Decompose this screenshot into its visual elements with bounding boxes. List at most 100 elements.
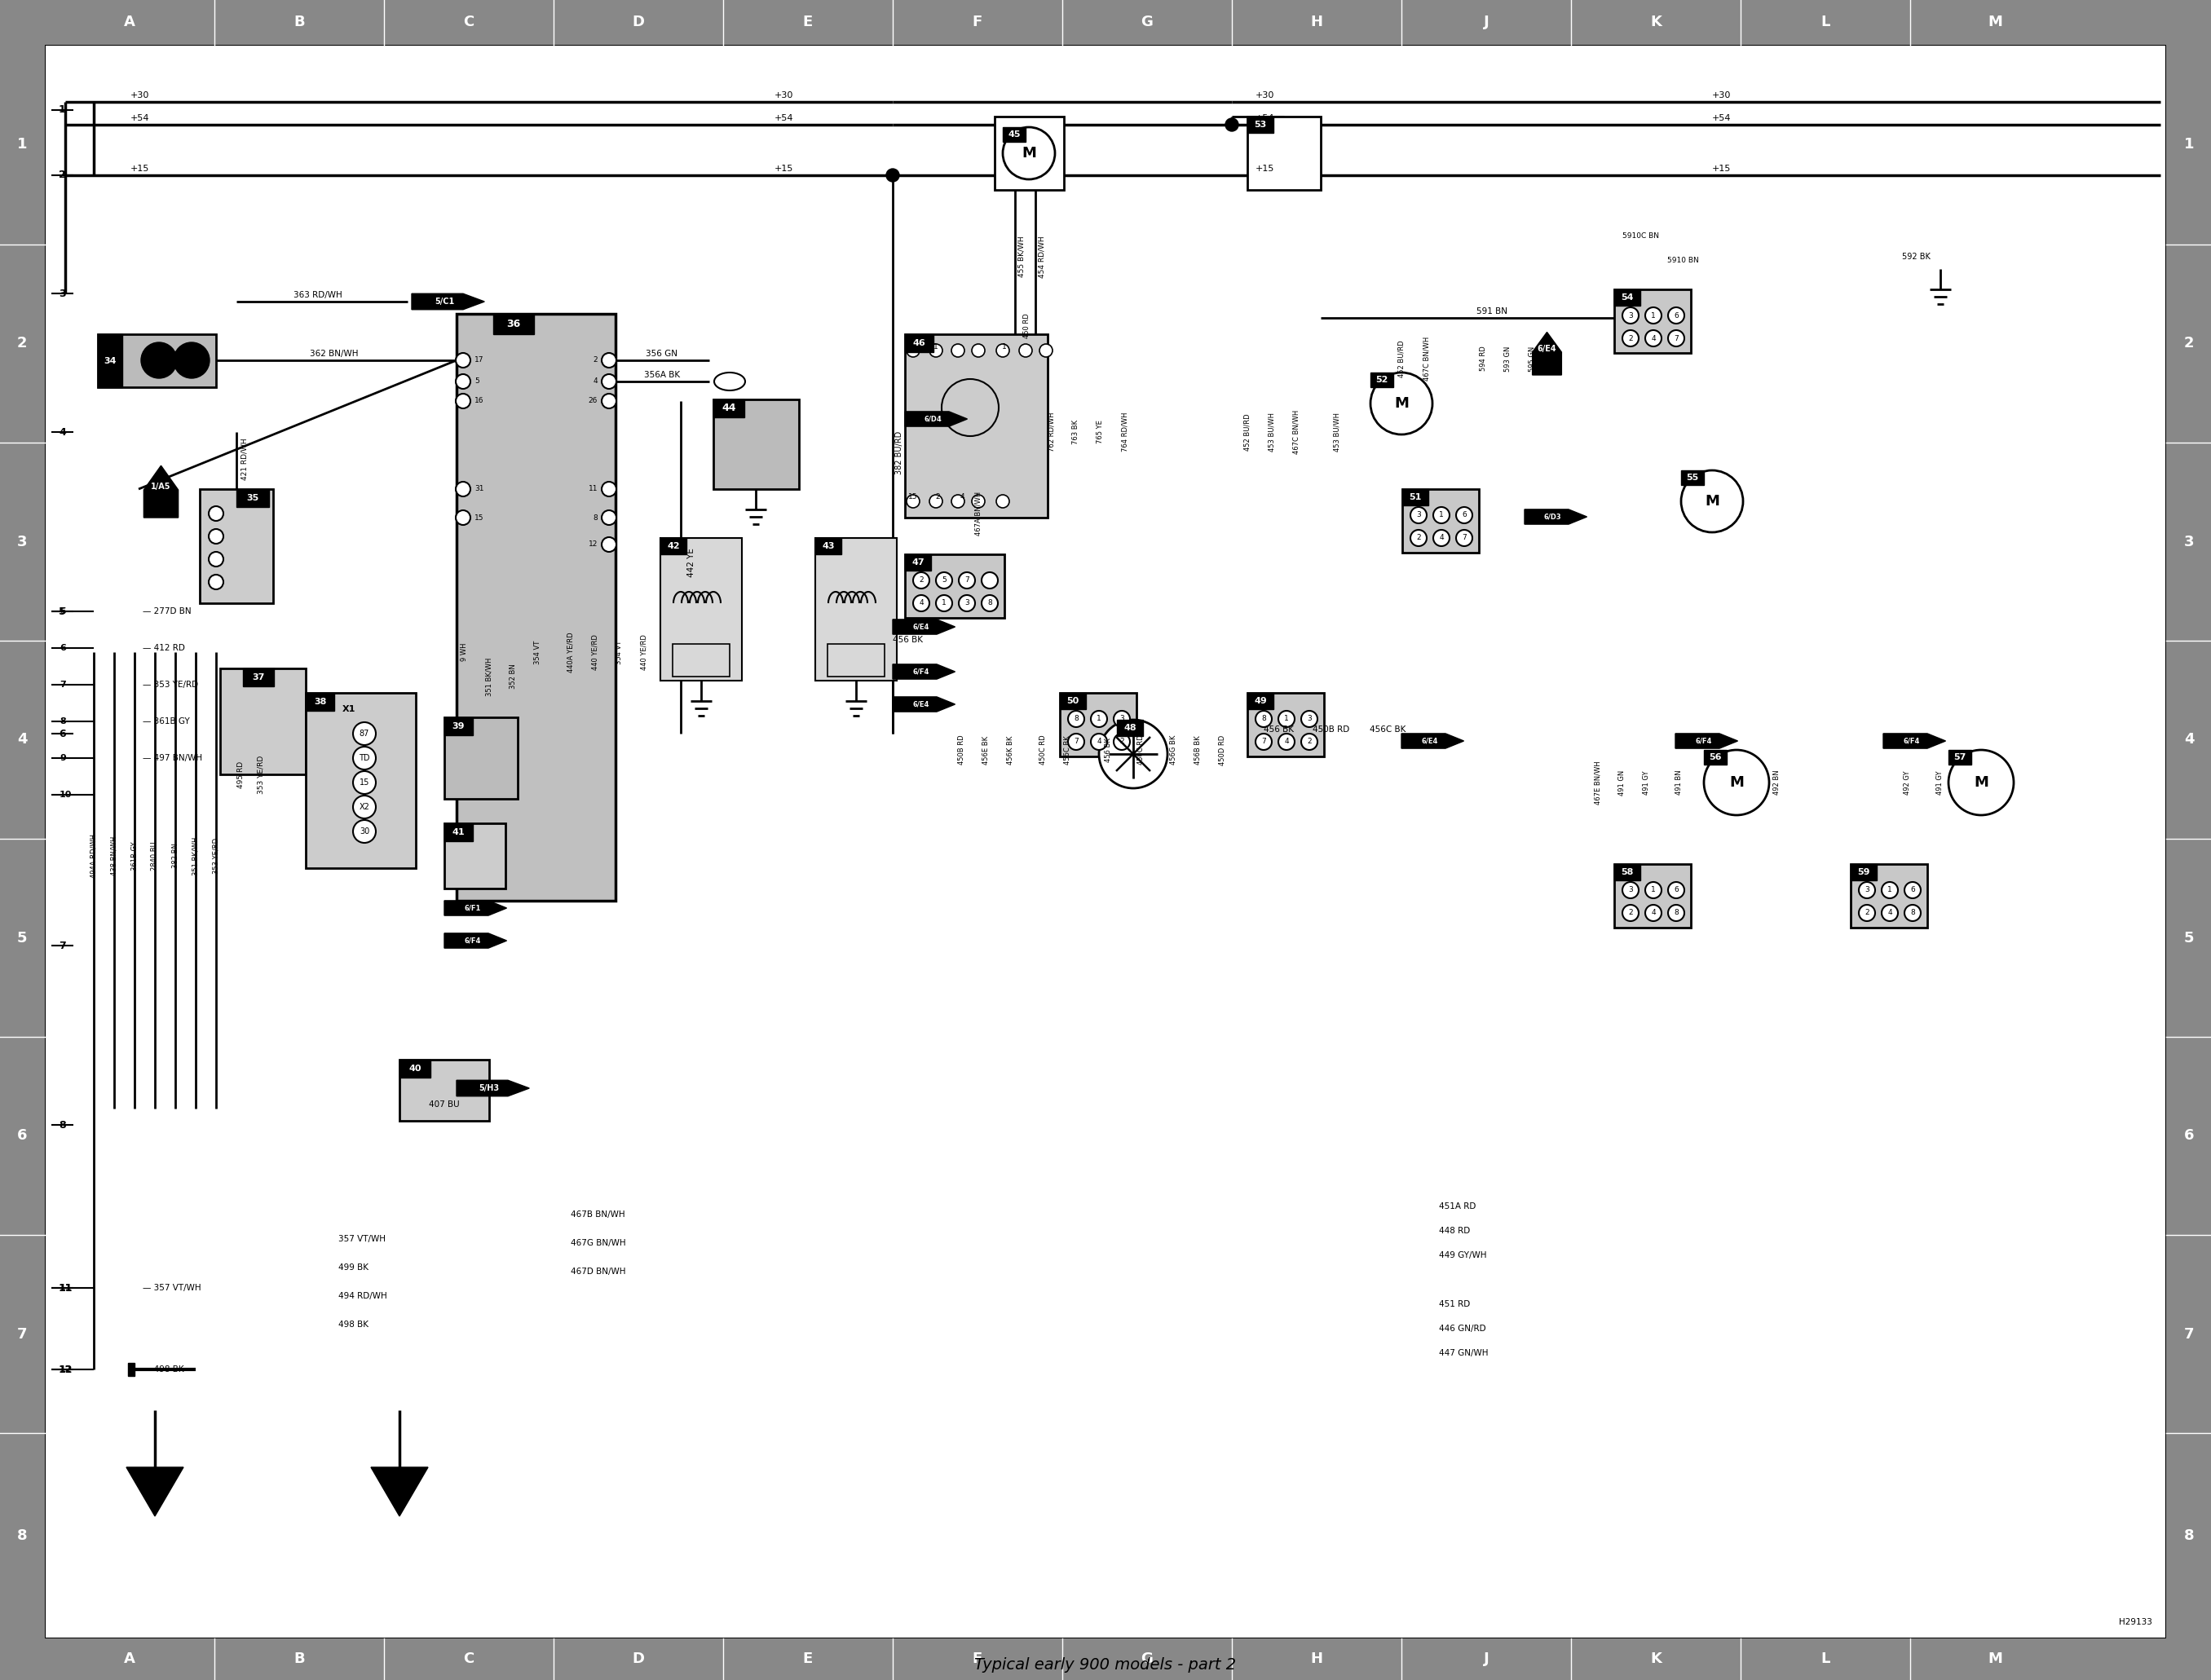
Circle shape (1645, 307, 1660, 324)
Text: +54: +54 (774, 114, 794, 123)
Bar (661, 538, 685, 554)
Circle shape (929, 344, 942, 358)
Text: 6/F4: 6/F4 (464, 937, 480, 944)
Circle shape (960, 595, 975, 612)
Circle shape (951, 496, 964, 507)
Text: 591 BN: 591 BN (1477, 307, 1508, 316)
Text: 456 BK: 456 BK (893, 635, 922, 643)
Text: 12: 12 (60, 1364, 73, 1374)
Text: +15: +15 (774, 165, 794, 173)
Text: 4: 4 (2184, 732, 2193, 748)
Text: 2: 2 (1864, 909, 1868, 917)
Text: 456 BK: 456 BK (1265, 726, 1293, 734)
Text: J: J (1484, 15, 1488, 29)
Text: 6/E4: 6/E4 (1422, 738, 1437, 744)
Text: 491 GY: 491 GY (1937, 771, 1943, 795)
Text: 1: 1 (1285, 716, 1289, 722)
Text: 593 GN: 593 GN (1503, 346, 1512, 371)
Text: 8: 8 (1260, 716, 1267, 722)
Text: 421 RD/WH: 421 RD/WH (241, 438, 248, 480)
Text: 351 BK/WH: 351 BK/WH (486, 657, 493, 696)
Circle shape (1667, 307, 1685, 324)
Bar (1247, 692, 1324, 756)
Bar (128, 1362, 135, 1376)
Circle shape (601, 375, 617, 388)
Circle shape (1457, 529, 1473, 546)
Text: +15: +15 (1256, 165, 1274, 173)
Text: 4: 4 (1652, 334, 1656, 343)
Text: 7: 7 (60, 941, 66, 951)
Text: X2: X2 (358, 803, 369, 811)
Text: 407 BU: 407 BU (429, 1100, 460, 1109)
Text: 15: 15 (475, 514, 484, 521)
Text: 49: 49 (1254, 697, 1267, 706)
Circle shape (601, 393, 617, 408)
FancyArrow shape (904, 412, 968, 427)
Circle shape (208, 529, 223, 544)
Text: 15: 15 (909, 494, 918, 501)
Text: 4: 4 (1888, 909, 1893, 917)
Text: — 277D BN: — 277D BN (144, 606, 192, 615)
Bar (444, 717, 517, 798)
Bar (1402, 489, 1428, 506)
Circle shape (907, 344, 920, 358)
Text: C: C (464, 1651, 473, 1667)
Text: 12: 12 (60, 1366, 73, 1374)
Text: 6: 6 (60, 729, 66, 739)
Text: 440 YE/RD: 440 YE/RD (641, 635, 648, 670)
Text: 2: 2 (1417, 534, 1422, 541)
Text: 1: 1 (1097, 716, 1101, 722)
FancyArrow shape (1884, 734, 1946, 748)
Text: 35: 35 (245, 494, 259, 502)
FancyArrow shape (1532, 333, 1561, 375)
Bar (827, 643, 884, 677)
Circle shape (1705, 749, 1769, 815)
Text: 8: 8 (2184, 1529, 2193, 1542)
Text: 5910C BN: 5910C BN (1623, 234, 1658, 240)
Circle shape (1623, 882, 1638, 899)
Text: 5: 5 (60, 606, 66, 615)
Text: 40: 40 (409, 1065, 422, 1074)
Text: 47: 47 (911, 558, 924, 566)
Text: 5: 5 (475, 378, 480, 385)
Text: 456C BK: 456C BK (1063, 736, 1072, 764)
Text: 4: 4 (593, 378, 597, 385)
Text: 354 VT: 354 VT (535, 640, 542, 664)
Text: 3: 3 (1417, 511, 1422, 519)
Text: 453 BU/WH: 453 BU/WH (1333, 413, 1340, 452)
Text: 6: 6 (1910, 887, 1915, 894)
Text: 363 RD/WH: 363 RD/WH (294, 291, 343, 299)
Text: H: H (1311, 15, 1322, 29)
Text: 39: 39 (453, 722, 464, 731)
Circle shape (951, 344, 964, 358)
Text: 4: 4 (1285, 738, 1289, 746)
Circle shape (354, 722, 376, 744)
Text: 351 BK/WH: 351 BK/WH (192, 837, 199, 875)
Circle shape (997, 496, 1008, 507)
Text: — 357 VT/WH: — 357 VT/WH (144, 1284, 201, 1292)
Circle shape (1278, 711, 1296, 727)
Circle shape (1256, 711, 1271, 727)
Circle shape (1278, 734, 1296, 749)
Circle shape (1859, 882, 1875, 899)
Bar (444, 823, 506, 889)
Circle shape (960, 573, 975, 588)
Circle shape (208, 506, 223, 521)
Text: 6: 6 (60, 643, 66, 652)
Bar (0, 1638, 2211, 1680)
Circle shape (1300, 711, 1318, 727)
Text: 8: 8 (1075, 716, 1079, 722)
FancyArrow shape (144, 465, 179, 517)
Circle shape (1068, 734, 1083, 749)
Text: H: H (1311, 1651, 1322, 1667)
Circle shape (1371, 373, 1433, 435)
Text: 491 GN: 491 GN (1618, 769, 1625, 795)
Text: 3: 3 (1864, 887, 1868, 894)
Text: 6: 6 (2184, 1129, 2193, 1142)
Circle shape (1039, 344, 1052, 358)
Circle shape (1411, 507, 1426, 522)
Bar (493, 314, 535, 334)
Text: 3: 3 (1119, 716, 1123, 722)
Text: 440A YE/RD: 440A YE/RD (566, 632, 575, 672)
Text: 467C BN/WH: 467C BN/WH (1293, 410, 1300, 454)
